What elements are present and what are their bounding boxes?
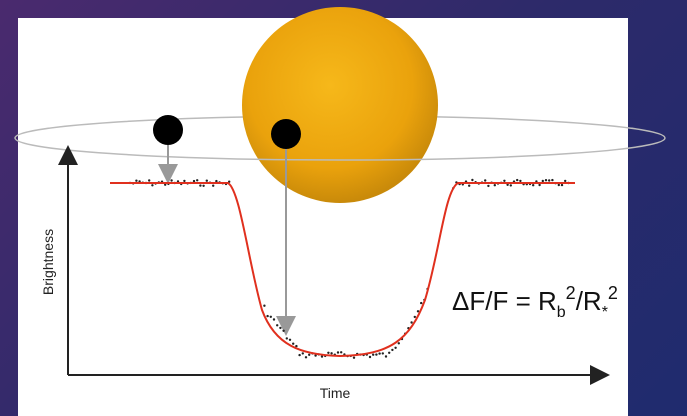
measurement (266, 314, 269, 318)
measurement (378, 352, 381, 355)
measurement (192, 179, 196, 183)
measurement (506, 183, 509, 186)
measurement (279, 326, 282, 330)
measurement (503, 179, 506, 182)
measurement (468, 184, 471, 187)
planet-in (271, 119, 301, 149)
planet-out (153, 115, 183, 145)
measurement (487, 184, 490, 188)
measurement (368, 355, 372, 359)
measurement (215, 179, 218, 183)
measurement (509, 184, 512, 187)
measurement (292, 342, 295, 345)
y-label: Brightness (40, 229, 56, 295)
measurement (493, 184, 496, 187)
measurement (272, 318, 276, 321)
eq-sub: * (602, 304, 608, 321)
measurement (548, 179, 551, 182)
measurement (394, 346, 397, 349)
measurement (298, 353, 301, 357)
measurement (295, 344, 298, 348)
measurement (282, 329, 285, 332)
measurement (170, 179, 173, 182)
x-label: Time (320, 385, 351, 401)
measurement (320, 355, 324, 358)
eq-sup: 2 (566, 283, 576, 303)
measurement (519, 179, 522, 183)
measurement (196, 179, 199, 182)
measurement (276, 324, 279, 327)
measurement (564, 179, 567, 183)
measurement (148, 179, 151, 182)
measurement (375, 353, 378, 356)
eq-sup: 2 (608, 283, 618, 303)
measurement (336, 351, 340, 354)
measurement (372, 353, 375, 356)
measurement (212, 184, 215, 187)
measurement (560, 183, 564, 187)
measurement (484, 179, 487, 182)
measurement (135, 179, 138, 182)
measurement (285, 337, 288, 340)
measurement (384, 355, 388, 358)
measurement (538, 183, 541, 187)
measurement (541, 179, 544, 183)
equation: ΔF/F = Rb2/R*2 (452, 283, 618, 321)
measurement (557, 183, 560, 187)
measurement (388, 351, 391, 354)
eq-mid: /R (576, 286, 602, 316)
measurement (269, 315, 272, 318)
measurement (416, 310, 420, 313)
eq-lhs: ΔF/F = R (452, 286, 557, 316)
measurement (308, 353, 311, 356)
measurement (304, 356, 308, 359)
measurement (397, 342, 400, 345)
orbit-front (14, 137, 666, 161)
measurement (263, 304, 266, 307)
measurement (205, 179, 208, 182)
measurement (301, 352, 304, 355)
measurement (410, 321, 413, 324)
measurement (352, 356, 356, 359)
star (242, 7, 438, 203)
measurement (381, 352, 384, 355)
light-curve (110, 182, 575, 358)
measurement (330, 352, 333, 355)
measurement (420, 301, 423, 305)
measurement (413, 315, 416, 319)
measurement (199, 184, 202, 187)
measurement (532, 184, 535, 187)
eq-sub: b (557, 304, 566, 321)
measurement (340, 351, 343, 354)
measurement (202, 184, 205, 187)
measurement (471, 178, 474, 182)
measurement (151, 184, 154, 187)
measurement (544, 179, 548, 182)
measurement (288, 338, 292, 341)
measurement (164, 183, 167, 186)
measurement (516, 178, 519, 182)
measurement (314, 354, 317, 357)
measurement (391, 348, 394, 352)
measurement (183, 179, 186, 183)
measurement (327, 351, 330, 354)
measurement (551, 178, 554, 182)
